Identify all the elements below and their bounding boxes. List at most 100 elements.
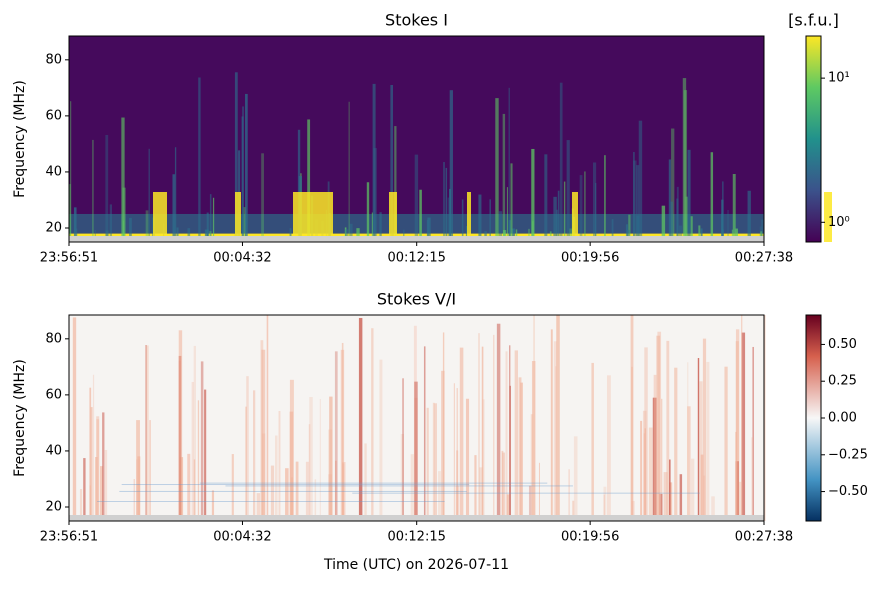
heatmap-burst: [761, 219, 764, 242]
heatmap-burst: [403, 229, 405, 242]
heatmap-burst: [741, 315, 743, 521]
heatmap-burst: [518, 377, 522, 521]
heatmap-burst: [261, 349, 266, 521]
heatmap-burst: [278, 410, 281, 521]
heatmap-burst: [121, 117, 125, 242]
heatmap-burst: [426, 407, 429, 521]
heatmap-burst: [206, 212, 209, 242]
heatmap-burst: [172, 174, 176, 242]
colorbar: [805, 314, 822, 522]
colorbar: [805, 35, 822, 243]
heatmap-burst: [722, 229, 724, 242]
colorbar-tick-label: 0.00: [828, 411, 857, 426]
heatmap-burst: [520, 382, 523, 521]
heatmap-burst: [314, 479, 317, 521]
heatmap-burst: [697, 358, 700, 521]
heatmap-burst: [553, 196, 557, 242]
heatmap-burst: [735, 341, 739, 521]
heatmap-burst: [245, 406, 247, 521]
heatmap-image: [69, 36, 832, 243]
heatmap-burst: [285, 468, 289, 521]
heatmap-burst: [663, 472, 668, 521]
heatmap-burst: [502, 113, 506, 242]
heatmap-burst: [732, 173, 736, 242]
heatmap-burst: [241, 116, 244, 242]
heatmap-burst: [515, 229, 518, 242]
heatmap-burst: [640, 420, 643, 521]
heatmap-burst: [631, 366, 633, 521]
heatmap-burst: [356, 228, 360, 242]
heatmap-burst: [73, 207, 77, 242]
heatmap-burst: [187, 453, 191, 521]
heatmap-burst: [456, 450, 459, 521]
colorbar-tick-label: 10¹: [828, 71, 850, 86]
heatmap-burst: [509, 385, 511, 521]
heatmap-burst: [200, 361, 204, 521]
heatmap-burst: [328, 429, 333, 521]
heatmap-burst: [735, 228, 738, 242]
heatmap-burst: [691, 458, 695, 521]
colorbar-label: [s.f.u.]: [788, 11, 839, 30]
heatmap-burst: [572, 192, 578, 242]
heatmap-burst: [698, 225, 701, 242]
heatmap-burst: [478, 194, 482, 242]
heatmap-burst: [676, 198, 679, 242]
y-tick-label: 20: [45, 220, 62, 235]
heatmap-burst: [289, 228, 292, 242]
heatmap-burst: [652, 397, 657, 521]
heatmap-burst: [434, 403, 437, 521]
heatmap-burst: [305, 461, 309, 521]
heatmap-band: [121, 484, 470, 486]
heatmap-burst: [96, 419, 100, 521]
heatmap-burst: [372, 83, 376, 242]
heatmap-burst: [566, 140, 570, 242]
heatmap-burst: [198, 77, 201, 243]
heatmap-burst: [76, 228, 78, 242]
heatmap-burst: [90, 407, 93, 521]
heatmap-burst: [668, 159, 672, 242]
heatmap-burst: [231, 454, 234, 521]
heatmap-band: [352, 492, 700, 494]
heatmap-burst: [747, 190, 751, 242]
heatmap-burst: [379, 212, 382, 242]
heatmap-bg: [69, 36, 764, 242]
heatmap-burst: [502, 452, 506, 521]
heatmap-burst: [145, 345, 147, 521]
heatmap-burst: [556, 209, 558, 242]
heatmap-burst: [419, 189, 422, 242]
heatmap-burst: [584, 171, 586, 242]
heatmap-band: [199, 482, 548, 484]
heatmap-burst: [245, 93, 248, 242]
heatmap-burst: [423, 346, 426, 521]
heatmap-burst: [493, 334, 495, 521]
heatmap-burst: [724, 366, 728, 521]
y-tick-label: 60: [45, 387, 62, 402]
heatmap-burst: [505, 351, 508, 521]
heatmap-burst: [234, 72, 238, 242]
heatmap-band: [225, 485, 573, 487]
heatmap-burst: [89, 387, 92, 521]
x-tick-label: 23:56:51: [40, 530, 98, 545]
heatmap-burst: [603, 494, 605, 521]
heatmap-burst: [191, 381, 194, 521]
heatmap-burst: [449, 90, 453, 242]
heatmap-burst: [659, 493, 663, 521]
heatmap-burst: [148, 148, 150, 242]
heatmap-burst: [79, 489, 83, 521]
heatmap-burst: [498, 211, 502, 242]
heatmap-burst: [72, 317, 77, 521]
heatmap-burst: [467, 192, 471, 242]
heatmap-burst: [193, 345, 197, 521]
heatmap-burst: [604, 155, 606, 242]
heatmap-burst: [342, 462, 346, 521]
heatmap-burst: [481, 346, 484, 521]
heatmap-burst: [371, 328, 374, 521]
heatmap-band: [119, 490, 467, 492]
heatmap-burst: [212, 197, 215, 242]
heatmap-burst: [738, 481, 743, 521]
heatmap-burst: [390, 85, 394, 242]
heatmap-burst: [685, 196, 689, 242]
heatmap-burst: [105, 134, 109, 242]
heatmap-burst: [373, 148, 377, 242]
heatmap-burst: [510, 163, 513, 242]
